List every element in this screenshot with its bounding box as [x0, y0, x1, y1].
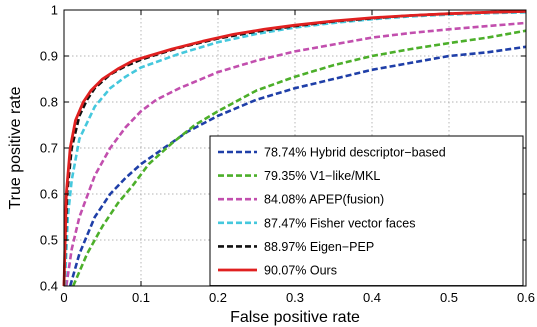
axis-ticks: 0 0.1 0.2 0.3 0.4 0.5 0.6 0.4 0.5 0.6 0.7 0.8 0.9 1 — [40, 3, 535, 306]
y-tick-label: 0.7 — [40, 141, 58, 156]
legend-label: 88.97% Eigen−PEP — [264, 240, 374, 254]
x-tick-label: 0.5 — [440, 290, 458, 305]
legend-label: 87.47% Fisher vector faces — [264, 216, 415, 230]
x-tick-label: 0 — [60, 290, 67, 305]
x-tick-label: 0.1 — [132, 290, 150, 305]
y-tick-label: 0.8 — [40, 95, 58, 110]
y-tick-label: 1 — [51, 3, 58, 18]
x-tick-label: 0.3 — [286, 290, 304, 305]
series-line-1 — [68, 45, 527, 287]
x-tick-label: 0.2 — [209, 290, 227, 305]
legend-label: 79.35% V1−like/MKL — [264, 169, 380, 183]
y-tick-label: 0.6 — [40, 187, 58, 202]
series-line-6 — [62, 10, 527, 287]
y-tick-label: 0.4 — [40, 279, 58, 294]
y-tick-label: 0.5 — [40, 233, 58, 248]
legend-label: 78.74% Hybrid descriptor−based — [264, 146, 446, 160]
x-tick-label: 0.6 — [517, 290, 535, 305]
series-line-2 — [72, 29, 527, 287]
y-axis-title: True positive rate — [7, 86, 24, 209]
legend-box — [209, 135, 524, 287]
legend-label: 90.07% Ours — [264, 264, 337, 278]
legend-label: 84.08% APEP(fusion) — [264, 193, 384, 207]
legend: 78.74% Hybrid descriptor−based 79.35% V1−… — [209, 135, 524, 287]
y-tick-label: 0.9 — [40, 49, 58, 64]
series-lines — [62, 10, 527, 287]
x-axis-title: False positive rate — [230, 309, 360, 326]
x-tick-label: 0.4 — [363, 290, 381, 305]
